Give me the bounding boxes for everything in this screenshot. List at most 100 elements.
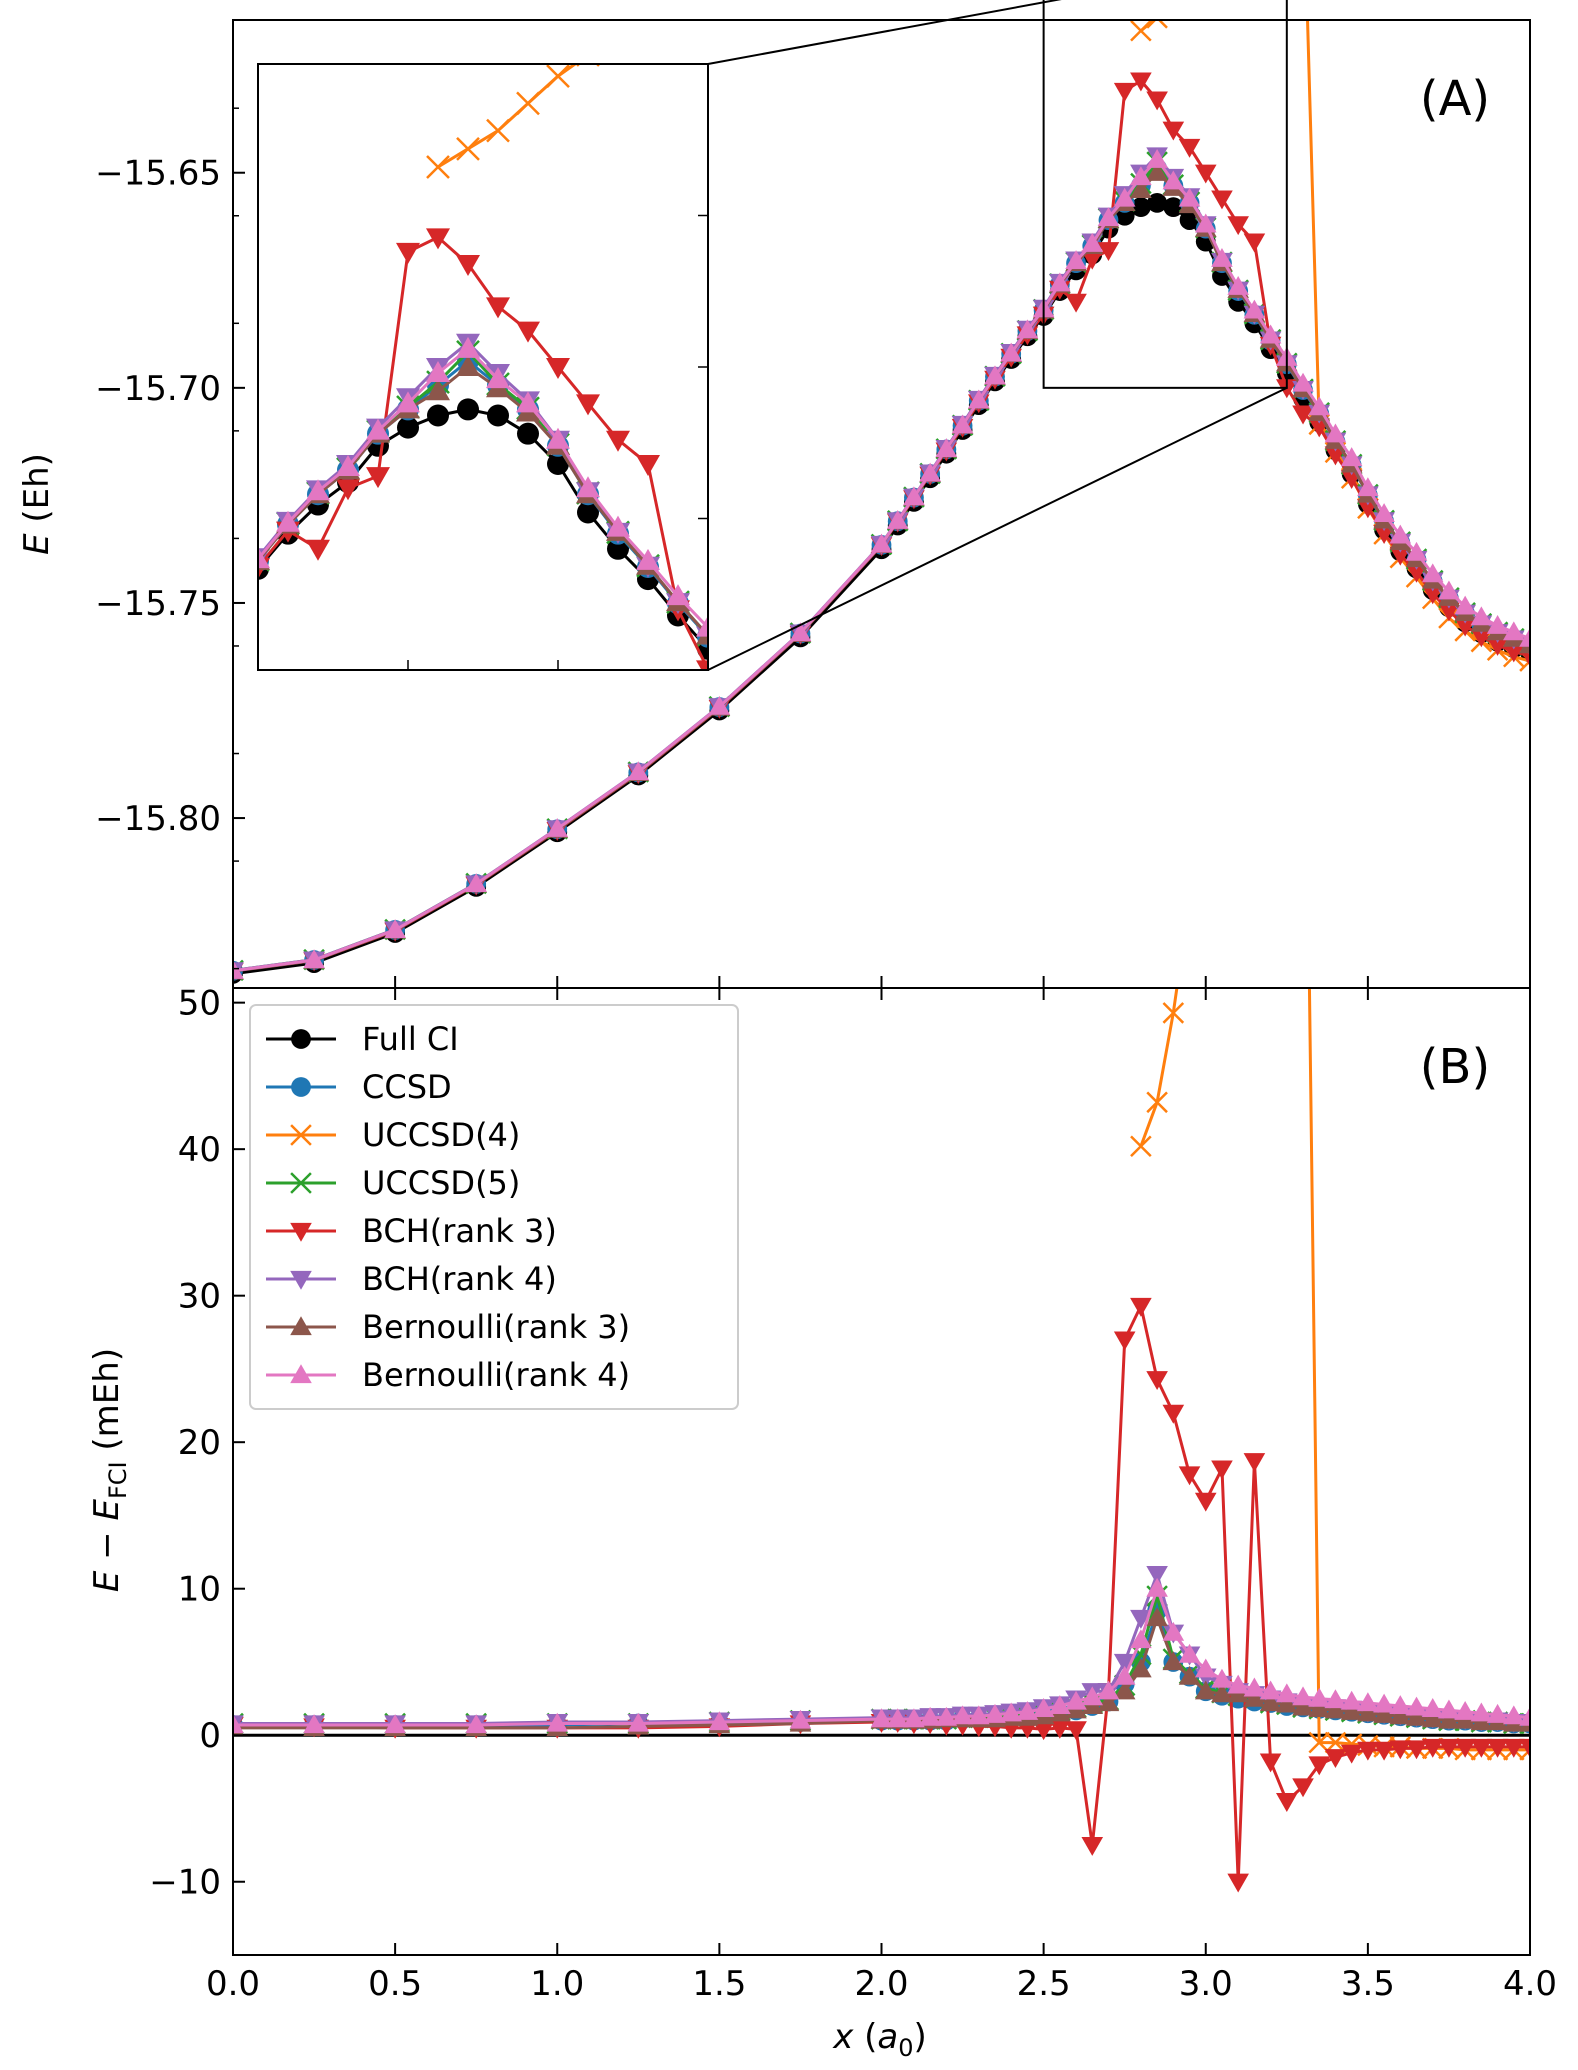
inset-point-bch-rank-3: [426, 228, 450, 250]
inset-point-bch-rank-3: [606, 430, 630, 452]
panel-a-point-bernoulli-rank-4: [1097, 207, 1120, 227]
panel-a-point-bch-rank-3: [1292, 405, 1314, 425]
legend-item-bch-rank-4: BCH(rank 4): [266, 1260, 557, 1298]
panel-b-xtick-label: 2.0: [854, 1964, 908, 2004]
panel-a-point-bch-rank-3: [1438, 602, 1460, 622]
panel-a-point-bernoulli-rank-4: [903, 486, 925, 506]
panel-a-point-bernoulli-rank-4: [935, 438, 958, 458]
panel-b-point-bernoulli-rank-3: [1259, 1692, 1282, 1712]
inset-point-bernoulli-rank-3: [456, 355, 480, 376]
panel-a-inset: [257, 63, 709, 671]
panel-a-ytick-label: −15.65: [95, 154, 221, 194]
panel-b-point-bernoulli-rank-4: [1130, 1629, 1152, 1649]
panel-a-point-bch-rank-3: [1486, 637, 1509, 656]
panel-b-point-bch-rank-3: [1454, 1738, 1476, 1758]
panel-a-ytick-label: −15.80: [95, 799, 221, 839]
zoom-connector-top: [707, 0, 1062, 65]
panel-a-point-bernoulli-rank-4: [1421, 563, 1444, 583]
inset-point-full-ci: [487, 404, 509, 427]
legend: Full CI CCSD UCCSD(4) UCCSD(5) BCH(rank 3) BC…: [249, 1004, 739, 1410]
panel-a-point-bch-rank-3: [1113, 82, 1136, 102]
inset-series-uccsd-4: [426, 64, 600, 179]
panel-b-ytick-label: 20: [178, 1423, 221, 1463]
panel-b-point-bch-rank-4: [1130, 1609, 1152, 1629]
panel-a-point-bernoulli-rank-4: [789, 622, 812, 642]
panel-a-point-bernoulli-rank-4: [1227, 275, 1249, 295]
panel-b-xtick-label: 0.5: [368, 1964, 422, 2004]
legend-marker: [290, 1172, 312, 1194]
panel-b-point-bernoulli-rank-3: [1389, 1705, 1412, 1725]
panel-b-point-bernoulli-rank-4: [870, 1708, 893, 1728]
panel-a-point-bernoulli-rank-3: [1130, 179, 1152, 199]
panel-b-ytick-label: 30: [178, 1277, 221, 1317]
legend-label: BCH(rank 3): [362, 1212, 557, 1250]
panel-b-point-bch-rank-3: [1438, 1738, 1460, 1758]
panel-b-point-bernoulli-rank-4: [1486, 1703, 1509, 1723]
panel-b-point-bernoulli-rank-4: [233, 1714, 244, 1734]
panel-a-point-bernoulli-rank-4: [870, 533, 893, 553]
inset-point-bernoulli-rank-4: [516, 391, 540, 413]
panel-a-point-bernoulli-rank-4: [1049, 272, 1071, 292]
inset-point-bernoulli-rank-4: [426, 361, 450, 383]
panel-b-ticks: 50 40 30 20 10 0 −10 0.0 0.5 1.0 1.5 2.0 2.5 3.0 3.5 4.…: [149, 984, 1557, 2004]
inset-point-full-ci: [397, 416, 419, 439]
panel-b-point-bernoulli-rank-4: [1065, 1690, 1087, 1710]
legend-item-uccsd-5: UCCSD(5): [266, 1164, 520, 1202]
panel-b-point-bch-rank-3: [1243, 1453, 1266, 1473]
panel-b-point-uccsd-4: [1146, 1091, 1168, 1114]
panel-b-point-bch-rank-3: [1049, 1719, 1071, 1739]
legend-marker: [290, 1124, 312, 1146]
inset-point-full-ci: [457, 398, 479, 421]
inset-point-uccsd-4: [486, 118, 510, 143]
panel-b-point-bch-rank-3: [1259, 1753, 1282, 1773]
panel-b-xtick-label: 2.5: [1017, 1964, 1071, 2004]
panel-a-point-bernoulli-rank-4: [1357, 477, 1379, 497]
inset-point-bernoulli-rank-4: [606, 515, 630, 537]
panel-b-point-bernoulli-rank-4: [1000, 1702, 1022, 1722]
legend-marker: [290, 1270, 312, 1290]
inset-point-bernoulli-rank-4: [636, 548, 660, 570]
panel-a-point-bernoulli-rank-4: [886, 509, 909, 529]
panel-a-point-bernoulli-rank-4: [1438, 580, 1460, 600]
inset-point-bernoulli-rank-4: [258, 547, 270, 569]
panel-b-xtick-label: 0.0: [206, 1964, 260, 2004]
panel-a-point-bernoulli-rank-4: [1470, 606, 1493, 626]
panel-b-point-bernoulli-rank-4: [1340, 1690, 1363, 1710]
panel-b-point-bernoulli-rank-4: [1405, 1696, 1428, 1716]
panel-b-xtick-label: 3.0: [1179, 1964, 1233, 2004]
panel-b-point-bch-rank-3: [1065, 1721, 1087, 1741]
panel-b-point-bernoulli-rank-4: [1438, 1699, 1460, 1719]
panel-a-point-full-ci: [1131, 197, 1151, 218]
panel-a-point-bernoulli-rank-4: [1340, 447, 1363, 467]
panel-b-point-bernoulli-rank-3: [1113, 1680, 1136, 1700]
panel-b-point-bch-rank-3: [1502, 1738, 1525, 1758]
inset-point-bch-rank-3: [486, 297, 510, 319]
panel-b-point-bch-rank-3: [1178, 1466, 1201, 1486]
panel-a-ticks: −15.60−15.65−15.70−15.75−15.80: [95, 107, 1531, 988]
panel-a-point-bernoulli-rank-4: [465, 873, 487, 892]
inset-point-full-ci: [607, 537, 629, 560]
panel-a-point-bernoulli-rank-4: [303, 949, 325, 969]
inset-point-bernoulli-rank-4: [396, 391, 420, 413]
panel-a-point-bch-rank-3: [1081, 250, 1104, 270]
panel-a-point-bernoulli-rank-4: [1502, 621, 1525, 641]
panel-b-point-bernoulli-rank-4: [1113, 1665, 1136, 1685]
panel-b-point-bch-rank-3: [1519, 1738, 1530, 1758]
legend-label: CCSD: [362, 1068, 452, 1106]
panel-b-point-bch-rank-4: [1113, 1653, 1136, 1673]
panel-a-point-bch-rank-3: [1454, 617, 1476, 637]
panel-a-point-bch-rank-3: [1065, 293, 1087, 313]
panel-b-point-bernoulli-rank-4: [1292, 1686, 1314, 1706]
panel-b-point-bernoulli-rank-3: [1178, 1665, 1201, 1685]
panel-a-point-bernoulli-rank-4: [1519, 627, 1530, 647]
zoom-connector-bottom: [707, 386, 1288, 671]
panel-b-xtick-label: 3.5: [1341, 1964, 1395, 2004]
panel-b-point-bch-rank-3: [1421, 1738, 1444, 1758]
panel-b-point-bernoulli-rank-4: [1194, 1658, 1217, 1678]
panel-b-point-uccsd-4: [1162, 1002, 1185, 1024]
panel-a-point-bernoulli-rank-4: [1373, 503, 1395, 522]
panel-a-point-bch-rank-3: [1389, 546, 1412, 566]
inset-point-bernoulli-rank-4: [366, 418, 390, 440]
panel-b-point-uccsd-4: [1130, 1135, 1152, 1158]
panel-b-point-bch-rank-3: [1113, 1331, 1136, 1351]
